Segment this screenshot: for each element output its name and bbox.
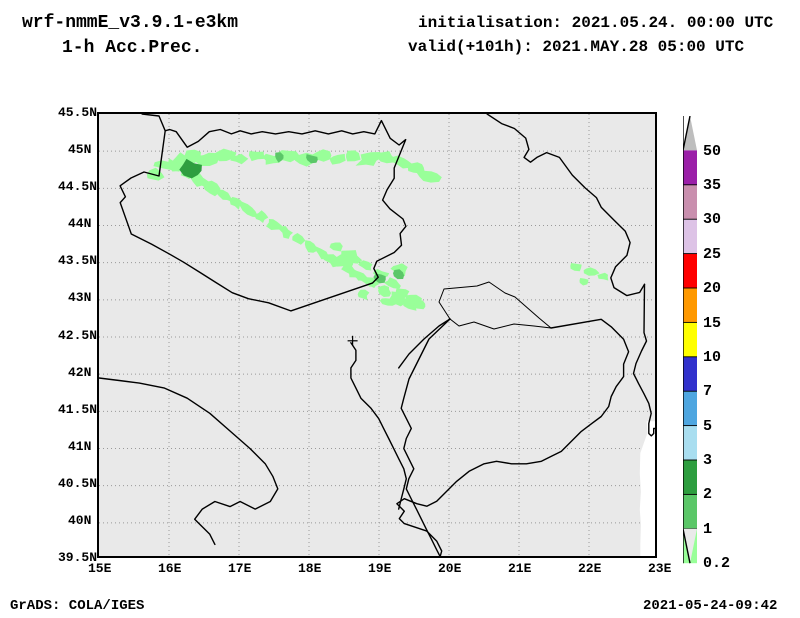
svg-text:3: 3 <box>703 452 712 469</box>
svg-text:35: 35 <box>703 177 721 194</box>
svg-text:10: 10 <box>703 349 721 366</box>
svg-text:0.2: 0.2 <box>703 555 730 572</box>
svg-text:50: 50 <box>703 143 721 160</box>
svg-text:15: 15 <box>703 315 721 332</box>
svg-text:30: 30 <box>703 211 721 228</box>
svg-text:25: 25 <box>703 246 721 263</box>
svg-text:2: 2 <box>703 486 712 503</box>
svg-text:1: 1 <box>703 521 712 538</box>
svg-text:20: 20 <box>703 280 721 297</box>
svg-text:7: 7 <box>703 383 712 400</box>
svg-text:5: 5 <box>703 418 712 435</box>
